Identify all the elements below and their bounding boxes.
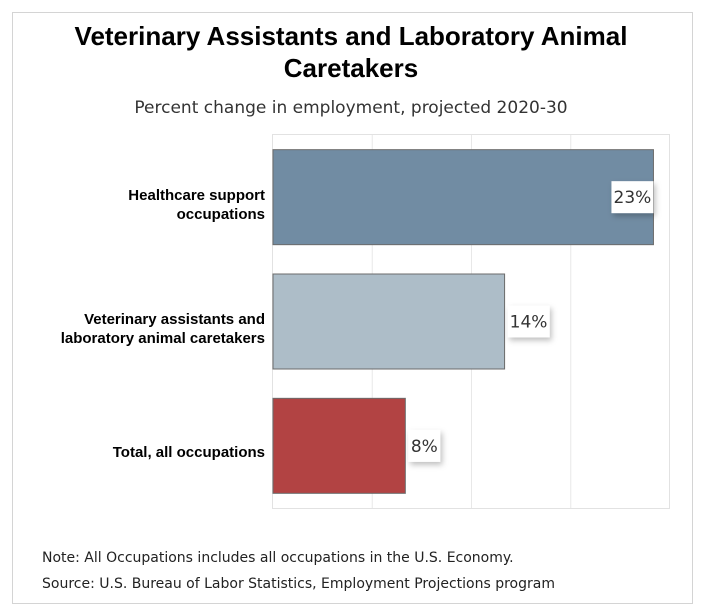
category-label-line: occupations [176, 206, 265, 223]
category-label-total: Total, all occupations [5, 443, 265, 462]
chart-title: Veterinary Assistants and Laboratory Ani… [74, 21, 628, 83]
category-label-line: Veterinary assistants and [84, 311, 265, 328]
bar [272, 397, 406, 494]
bar [272, 273, 506, 370]
data-label-box [611, 181, 654, 214]
category-label-line: Total, all occupations [112, 444, 265, 461]
category-label-line: Healthcare support [128, 187, 265, 204]
bar [272, 149, 654, 246]
data-label: 14% [510, 313, 548, 333]
chart-subtitle: Percent change in employment, projected … [134, 98, 568, 118]
data-label-box [408, 429, 441, 462]
data-label: 23% [614, 188, 652, 208]
data-label: 8% [411, 437, 438, 457]
category-label-healthcare: Healthcare support occupations [5, 186, 265, 224]
category-label-line: laboratory animal caretakers [60, 330, 265, 347]
chart-source: Source: U.S. Bureau of Labor Statistics,… [42, 576, 555, 592]
chart-note: Note: All Occupations includes all occup… [42, 550, 514, 566]
chart-frame [12, 12, 693, 604]
category-label-veterinary: Veterinary assistants and laboratory ani… [5, 310, 265, 348]
data-label-box [507, 305, 550, 338]
